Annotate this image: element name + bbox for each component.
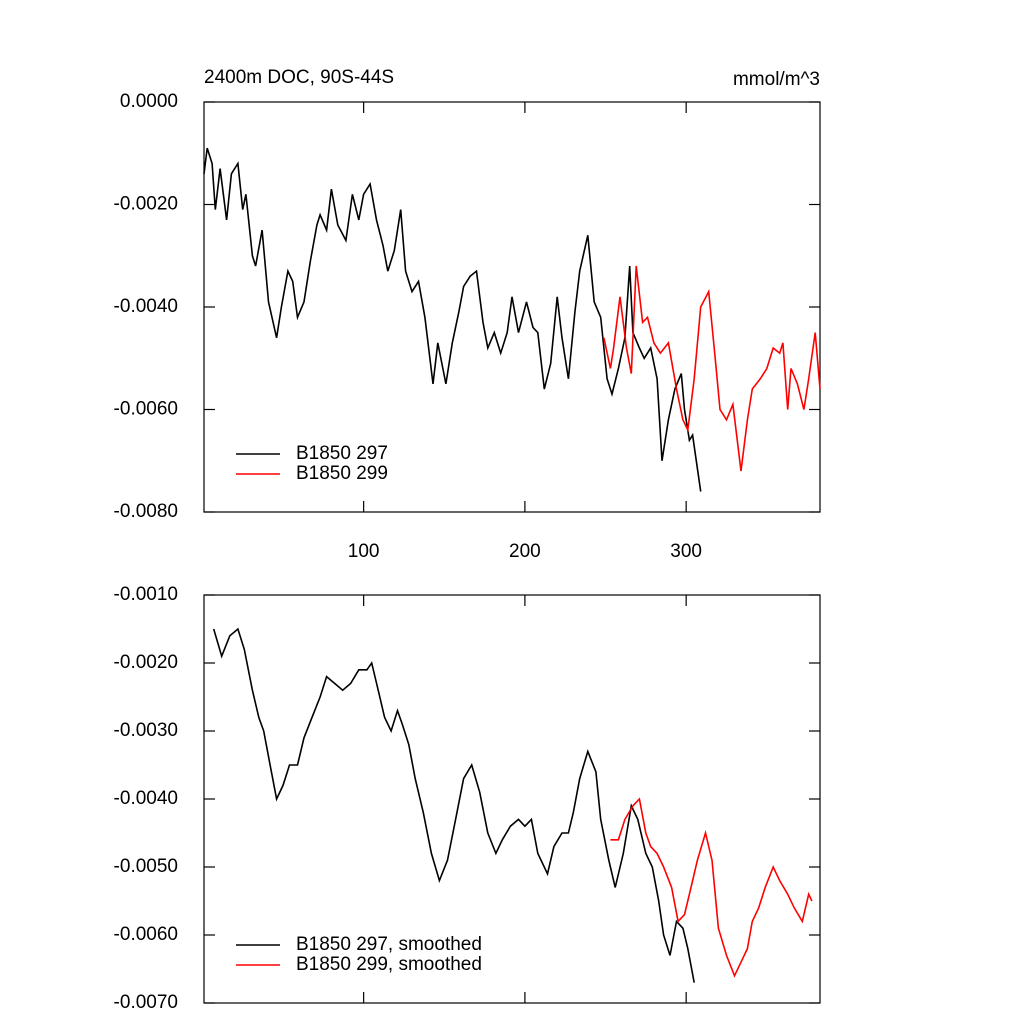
legend-label: B1850 297, smoothed bbox=[296, 934, 482, 955]
y-tick-label: -0.0080 bbox=[114, 501, 178, 522]
x-tick-label: 300 bbox=[670, 541, 702, 562]
y-tick-label: -0.0070 bbox=[114, 992, 178, 1013]
legend-label: B1850 299 bbox=[296, 463, 388, 484]
series-line bbox=[610, 797, 813, 978]
y-tick-label: 0.0000 bbox=[120, 91, 178, 112]
legend-label: B1850 297 bbox=[296, 443, 388, 464]
y-tick-label: -0.0020 bbox=[114, 652, 178, 673]
series-line bbox=[212, 627, 695, 983]
y-tick-label: -0.0030 bbox=[114, 720, 178, 741]
y-tick-label: -0.0060 bbox=[114, 924, 178, 945]
series-line bbox=[203, 147, 702, 492]
x-tick-label: 100 bbox=[348, 541, 380, 562]
chart-title: 2400m DOC, 90S-44S bbox=[204, 67, 394, 88]
series-line bbox=[603, 265, 821, 472]
y-tick-label: -0.0020 bbox=[114, 194, 178, 215]
y-tick-label: -0.0040 bbox=[114, 788, 178, 809]
units-label: mmol/m^3 bbox=[733, 69, 820, 90]
y-tick-label: -0.0050 bbox=[114, 856, 178, 877]
y-tick-label: -0.0010 bbox=[114, 584, 178, 605]
legend-label: B1850 299, smoothed bbox=[296, 954, 482, 975]
x-tick-label: 200 bbox=[509, 541, 541, 562]
y-tick-label: -0.0060 bbox=[114, 399, 178, 420]
y-tick-label: -0.0040 bbox=[114, 296, 178, 317]
